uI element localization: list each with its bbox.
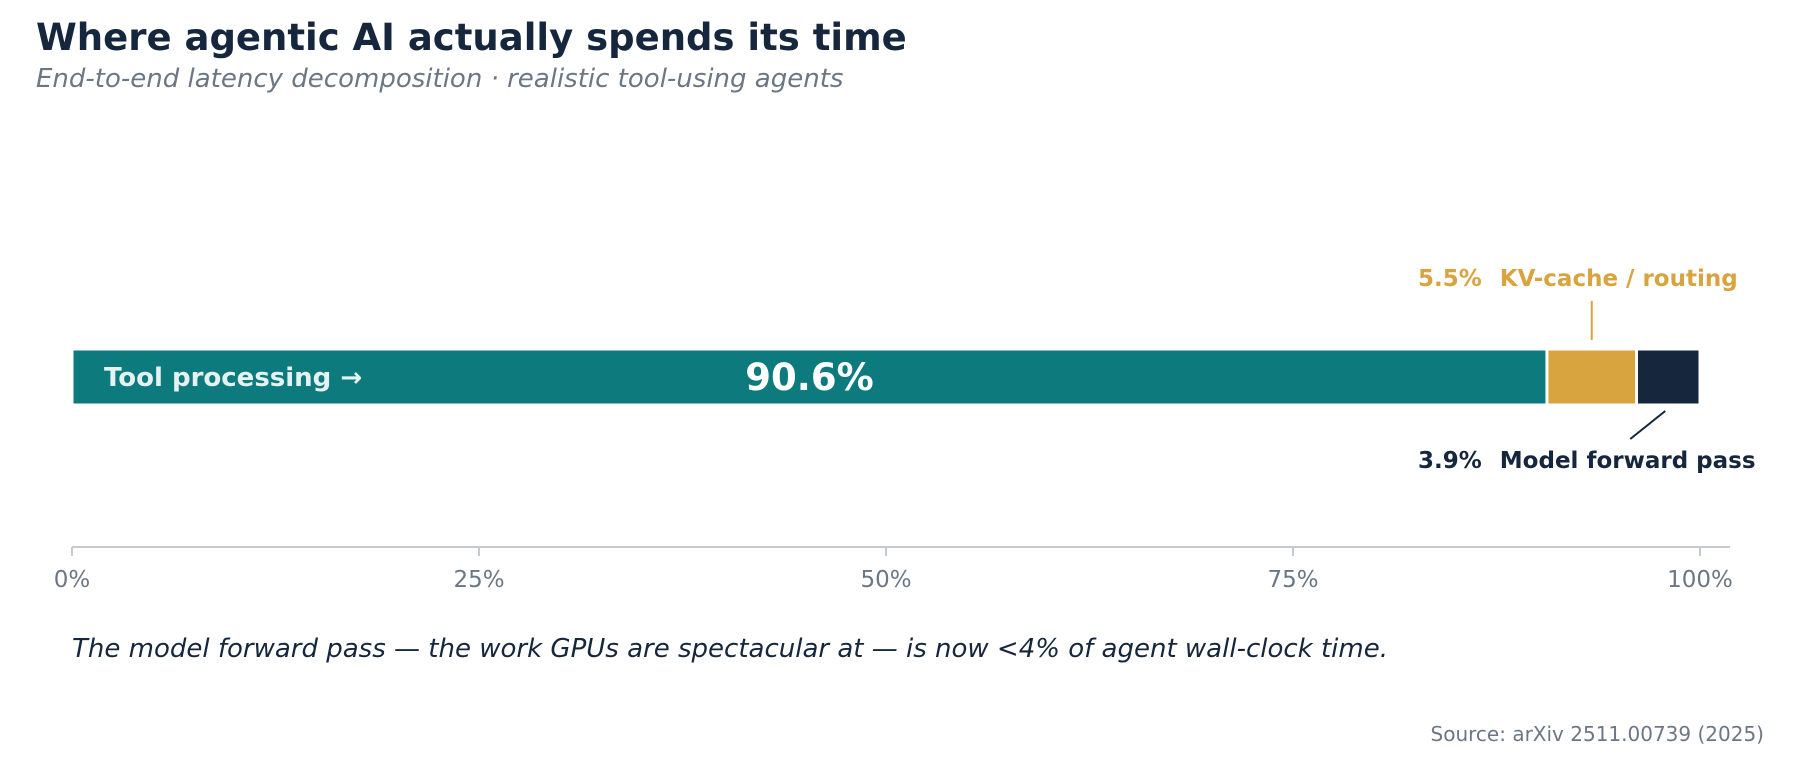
annotation-kv-cache: 5.5% KV-cache / routing: [1418, 266, 1738, 292]
segment-label-tool-processing: Tool processing →: [104, 363, 362, 393]
bar-segment-3: [1635, 347, 1702, 407]
x-tick-label: 25%: [453, 567, 504, 593]
annotation-model-forward: 3.9% Model forward pass: [1418, 448, 1756, 474]
annotation-kv-cache-value: 5.5%: [1418, 266, 1482, 292]
annotation-kv-cache-label: KV-cache / routing: [1500, 266, 1738, 292]
annotation-model-forward-label: Model forward pass: [1500, 448, 1756, 474]
annotations: Tool processing → 90.6% 5.5% KV-cache / rou…: [104, 266, 1756, 474]
x-tick-label: 50%: [860, 567, 911, 593]
chart-subtitle: End-to-end latency decomposition · reali…: [36, 64, 844, 94]
source-note: Source: arXiv 2511.00739 (2025): [1430, 722, 1764, 746]
leader-line-model-forward: [1629, 410, 1666, 440]
bar-segments: [70, 347, 1702, 407]
x-tick-label: 0%: [54, 567, 91, 593]
chart-caption: The model forward pass — the work GPUs a…: [72, 634, 1388, 664]
x-tick-label: 75%: [1267, 567, 1318, 593]
bar-segment-2: [1545, 347, 1639, 407]
x-tick-label: 100%: [1667, 567, 1733, 593]
bar-segment-1: [70, 347, 1549, 407]
chart-title: Where agentic AI actually spends its tim…: [36, 16, 907, 59]
segment-value-tool-processing: 90.6%: [745, 356, 873, 399]
annotation-model-forward-value: 3.9%: [1418, 448, 1482, 474]
x-axis: 0% 25% 50% 75% 100%: [54, 546, 1733, 593]
